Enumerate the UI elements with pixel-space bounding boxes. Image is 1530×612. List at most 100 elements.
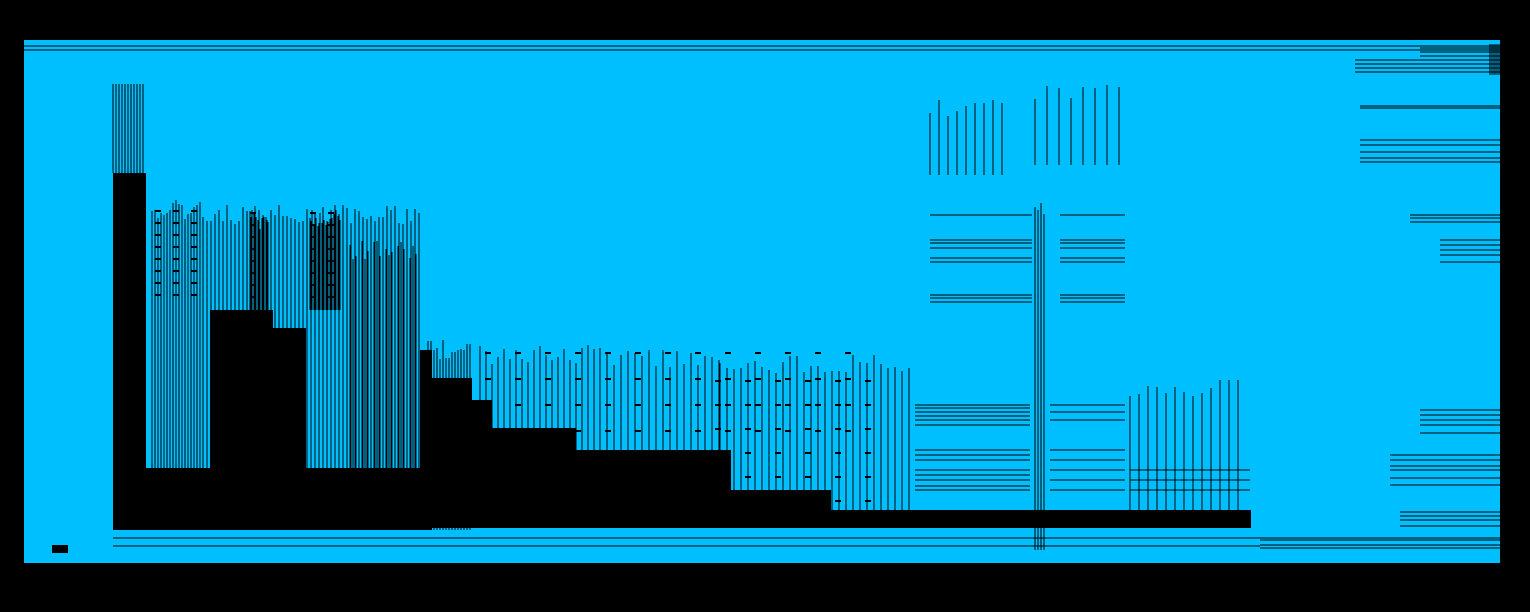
cell-grid-c xyxy=(155,234,161,236)
cell-grid-c xyxy=(191,258,197,260)
step-block-6 xyxy=(731,490,831,528)
corner-mark xyxy=(52,545,68,553)
cell-grid-a xyxy=(485,352,491,354)
cell-grid-c xyxy=(191,234,197,236)
cell-grid-a xyxy=(605,352,611,354)
cell-grid-a xyxy=(485,404,491,406)
cell-grid-c xyxy=(191,222,197,224)
cell-grid-a xyxy=(605,378,611,380)
cell-grid-b xyxy=(865,428,871,430)
mid-block-right xyxy=(273,328,306,470)
cell-grid-c xyxy=(155,210,161,212)
cell-grid-e xyxy=(328,236,334,238)
cell-grid-e xyxy=(310,212,316,214)
cell-grid-a xyxy=(635,430,641,432)
cell-grid-a xyxy=(665,352,671,354)
cell-grid-a xyxy=(815,378,821,380)
cell-grid-e xyxy=(328,224,334,226)
cell-grid-e xyxy=(328,212,334,214)
cell-grid-b xyxy=(775,428,781,430)
cell-grid-a xyxy=(755,430,761,432)
cell-grid-b xyxy=(835,404,841,406)
cell-grid-b xyxy=(775,404,781,406)
cell-grid-a xyxy=(545,378,551,380)
cell-grid-b xyxy=(865,476,871,478)
cell-grid-a xyxy=(845,352,851,354)
cell-grid-d xyxy=(250,248,256,250)
cell-grid-b xyxy=(835,452,841,454)
cell-grid-a xyxy=(815,352,821,354)
cell-grid-a xyxy=(845,404,851,406)
cell-grid-a xyxy=(665,404,671,406)
cell-grid-c xyxy=(155,294,161,296)
diagram-marks xyxy=(24,44,1501,553)
cell-grid-e xyxy=(328,272,334,274)
cell-grid-b xyxy=(715,428,721,430)
cell-grid-a xyxy=(785,404,791,406)
cell-grid-b xyxy=(865,380,871,382)
cell-grid-b xyxy=(835,428,841,430)
cell-grid-a xyxy=(575,430,581,432)
cell-grid-b xyxy=(775,500,781,502)
cell-grid-a xyxy=(785,430,791,432)
cell-grid-a xyxy=(725,352,731,354)
cell-grid-a xyxy=(725,404,731,406)
cell-grid-a xyxy=(515,430,521,432)
cell-grid-a xyxy=(845,378,851,380)
cell-grid-b xyxy=(805,380,811,382)
cell-grid-b xyxy=(745,452,751,454)
cell-grid-a xyxy=(695,404,701,406)
cell-grid-c xyxy=(191,270,197,272)
cell-grid-e xyxy=(328,296,334,298)
cell-grid-b xyxy=(805,428,811,430)
cell-grid-a xyxy=(755,352,761,354)
cell-grid-c xyxy=(173,282,179,284)
cell-grid-a xyxy=(695,378,701,380)
cell-grid-e xyxy=(310,284,316,286)
cell-grid-a xyxy=(725,378,731,380)
cell-grid-a xyxy=(485,378,491,380)
cell-grid-b xyxy=(715,500,721,502)
cell-grid-e xyxy=(310,248,316,250)
cell-grid-a xyxy=(635,378,641,380)
cell-grid-d xyxy=(250,284,256,286)
cell-grid-a xyxy=(515,404,521,406)
cell-grid-a xyxy=(635,404,641,406)
cell-grid-c xyxy=(173,258,179,260)
cell-grid-d xyxy=(250,224,256,226)
cell-grid-a xyxy=(755,378,761,380)
cell-grid-b xyxy=(805,476,811,478)
cell-grid-c xyxy=(191,294,197,296)
step-block-3 xyxy=(472,400,492,528)
cell-grid-e xyxy=(310,224,316,226)
cell-grid-a xyxy=(665,378,671,380)
cell-grid-a xyxy=(545,404,551,406)
cell-grid-b xyxy=(775,380,781,382)
step-block-5 xyxy=(576,450,731,528)
cell-grid-a xyxy=(695,352,701,354)
cell-grid-a xyxy=(545,352,551,354)
cell-grid-a xyxy=(635,352,641,354)
cell-grid-a xyxy=(515,352,521,354)
cell-grid-c xyxy=(155,246,161,248)
cell-grid-c xyxy=(173,270,179,272)
cell-grid-b xyxy=(775,452,781,454)
cell-grid-c xyxy=(191,246,197,248)
cell-grid-a xyxy=(815,430,821,432)
cell-grid-a xyxy=(605,430,611,432)
cell-grid-a xyxy=(575,378,581,380)
cell-grid-e xyxy=(310,296,316,298)
cell-grid-a xyxy=(545,430,551,432)
cell-grid-c xyxy=(155,270,161,272)
cell-grid-a xyxy=(725,430,731,432)
cell-grid-b xyxy=(805,404,811,406)
cell-grid-b xyxy=(715,452,721,454)
cell-grid-c xyxy=(173,210,179,212)
cell-grid-e xyxy=(310,272,316,274)
cell-grid-b xyxy=(745,500,751,502)
cell-grid-c xyxy=(191,282,197,284)
cell-grid-a xyxy=(575,404,581,406)
cell-grid-a xyxy=(695,430,701,432)
cell-grid-e xyxy=(310,236,316,238)
